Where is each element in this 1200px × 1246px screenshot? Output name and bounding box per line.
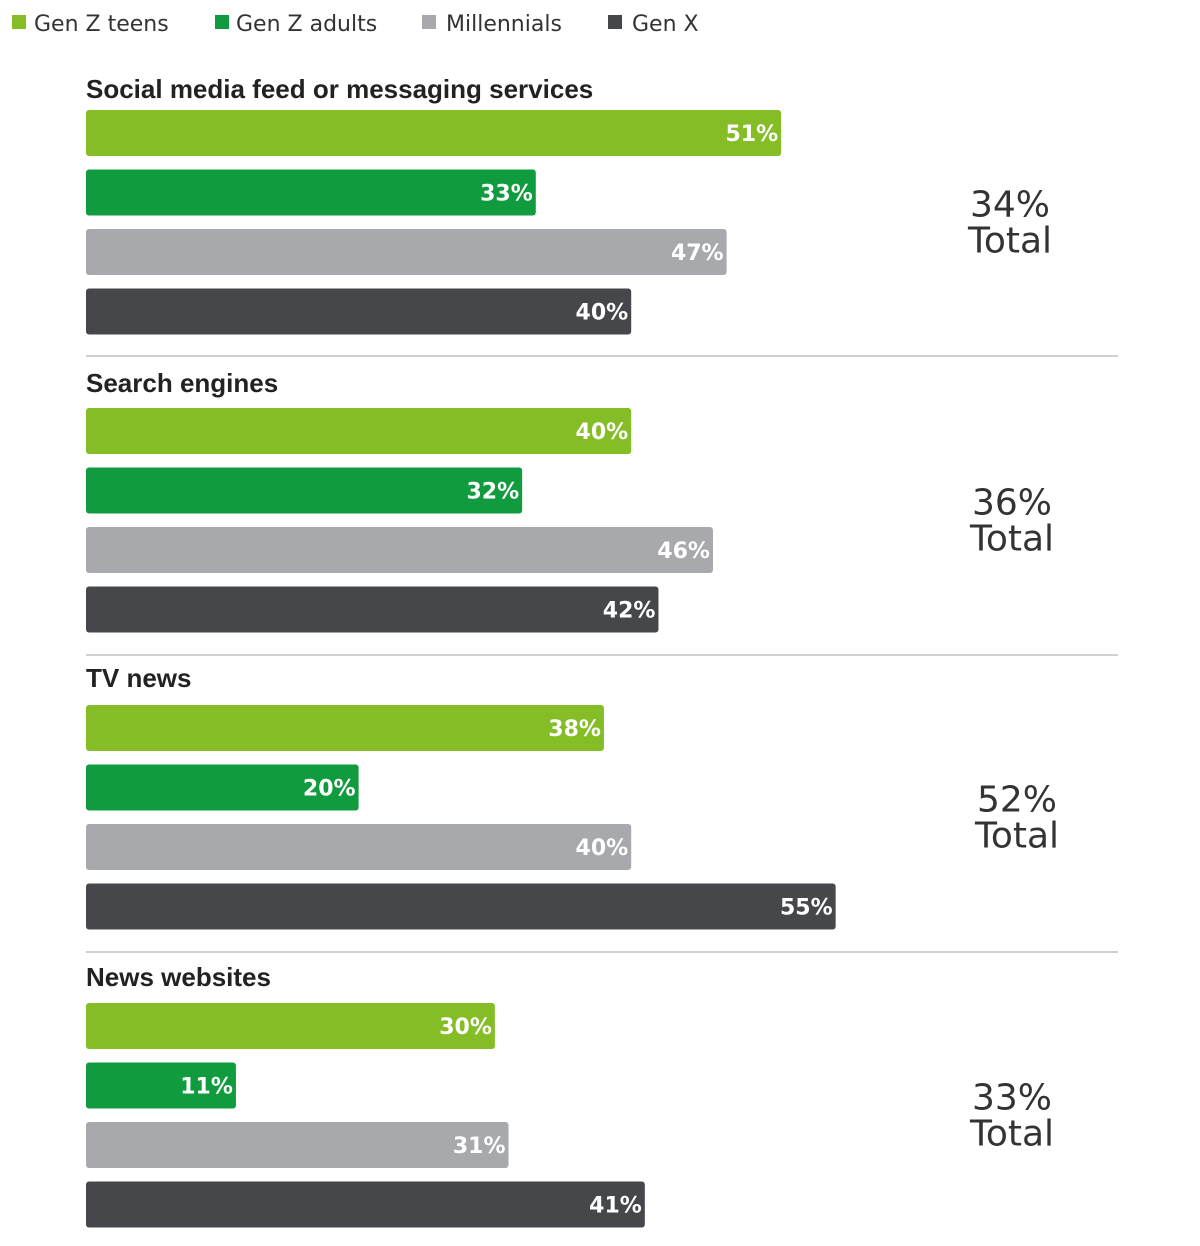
bar-millennials — [86, 1122, 509, 1168]
legend-label-millennials: Millennials — [446, 12, 562, 37]
bar-value-label: 31% — [453, 1134, 506, 1159]
legend-label-gen-z-teens: Gen Z teens — [34, 12, 169, 37]
group-title: TV news — [86, 663, 191, 693]
group-total-label: Total — [969, 1113, 1054, 1154]
bar-value-label: 40% — [576, 836, 629, 861]
chart-groups: Social media feed or messaging services 5… — [86, 74, 1118, 1228]
legend-label-gen-z-adults: Gen Z adults — [236, 12, 377, 37]
bar-gen-z-adults — [86, 467, 523, 514]
legend-label-gen-x: Gen X — [632, 12, 699, 37]
group-total-value: 36% — [972, 482, 1052, 523]
bar-group-search-engines: Search engines 40% 32% 46% 42% 36%Total — [86, 368, 1054, 633]
bar-group-social-media-feed-or-messaging-services: Social media feed or messaging services 5… — [86, 74, 1052, 335]
bar-value-label: 38% — [548, 717, 601, 742]
bar-value-label: 51% — [725, 122, 778, 147]
bar-gen-z-adults — [86, 1062, 236, 1109]
bar-value-label: 46% — [657, 539, 710, 564]
group-total-label: Total — [969, 518, 1054, 559]
bar-gen-x — [86, 586, 659, 633]
bar-value-label: 30% — [439, 1015, 492, 1040]
bar-gen-x — [86, 883, 836, 930]
group-title: Social media feed or messaging services — [86, 74, 593, 104]
bar-value-label: 20% — [303, 777, 356, 802]
group-total-value: 34% — [970, 184, 1050, 225]
group-total-label: Total — [967, 220, 1052, 261]
legend-swatch-millennials — [422, 15, 436, 29]
bar-millennials — [86, 229, 727, 275]
bar-value-label: 40% — [576, 301, 629, 326]
group-total-value: 33% — [972, 1077, 1052, 1118]
legend-swatch-gen-z-teens — [12, 15, 26, 29]
bar-gen-z-teens — [86, 110, 782, 156]
group-total-value: 52% — [977, 779, 1057, 820]
bar-gen-z-teens — [86, 408, 632, 454]
bar-value-label: 47% — [671, 241, 724, 266]
bar-gen-x — [86, 1181, 645, 1228]
bar-millennials — [86, 824, 632, 870]
bar-gen-z-adults — [86, 169, 536, 216]
legend-swatch-gen-x — [608, 15, 622, 29]
bar-value-label: 11% — [180, 1075, 233, 1100]
bar-value-label: 41% — [589, 1194, 642, 1219]
legend-swatch-gen-z-adults — [215, 15, 229, 29]
bar-value-label: 32% — [466, 480, 519, 505]
bar-value-label: 40% — [576, 420, 629, 445]
legend: Gen Z teens Gen Z adults Millennials Gen X — [12, 12, 699, 37]
bar-gen-z-teens — [86, 705, 604, 751]
bar-value-label: 55% — [780, 896, 833, 921]
bar-gen-z-teens — [86, 1003, 495, 1049]
bar-value-label: 33% — [480, 182, 533, 207]
bar-gen-x — [86, 288, 632, 335]
bar-group-news-websites: News websites 30% 11% 31% 41% 33%Total — [86, 962, 1054, 1228]
bar-gen-z-adults — [86, 764, 359, 811]
bar-group-tv-news: TV news 38% 20% 40% 55% 52%Total — [86, 663, 1059, 930]
group-title: Search engines — [86, 368, 278, 398]
bar-value-label: 42% — [603, 599, 656, 624]
group-title: News websites — [86, 962, 271, 992]
group-total-label: Total — [974, 815, 1059, 856]
bar-millennials — [86, 527, 713, 573]
